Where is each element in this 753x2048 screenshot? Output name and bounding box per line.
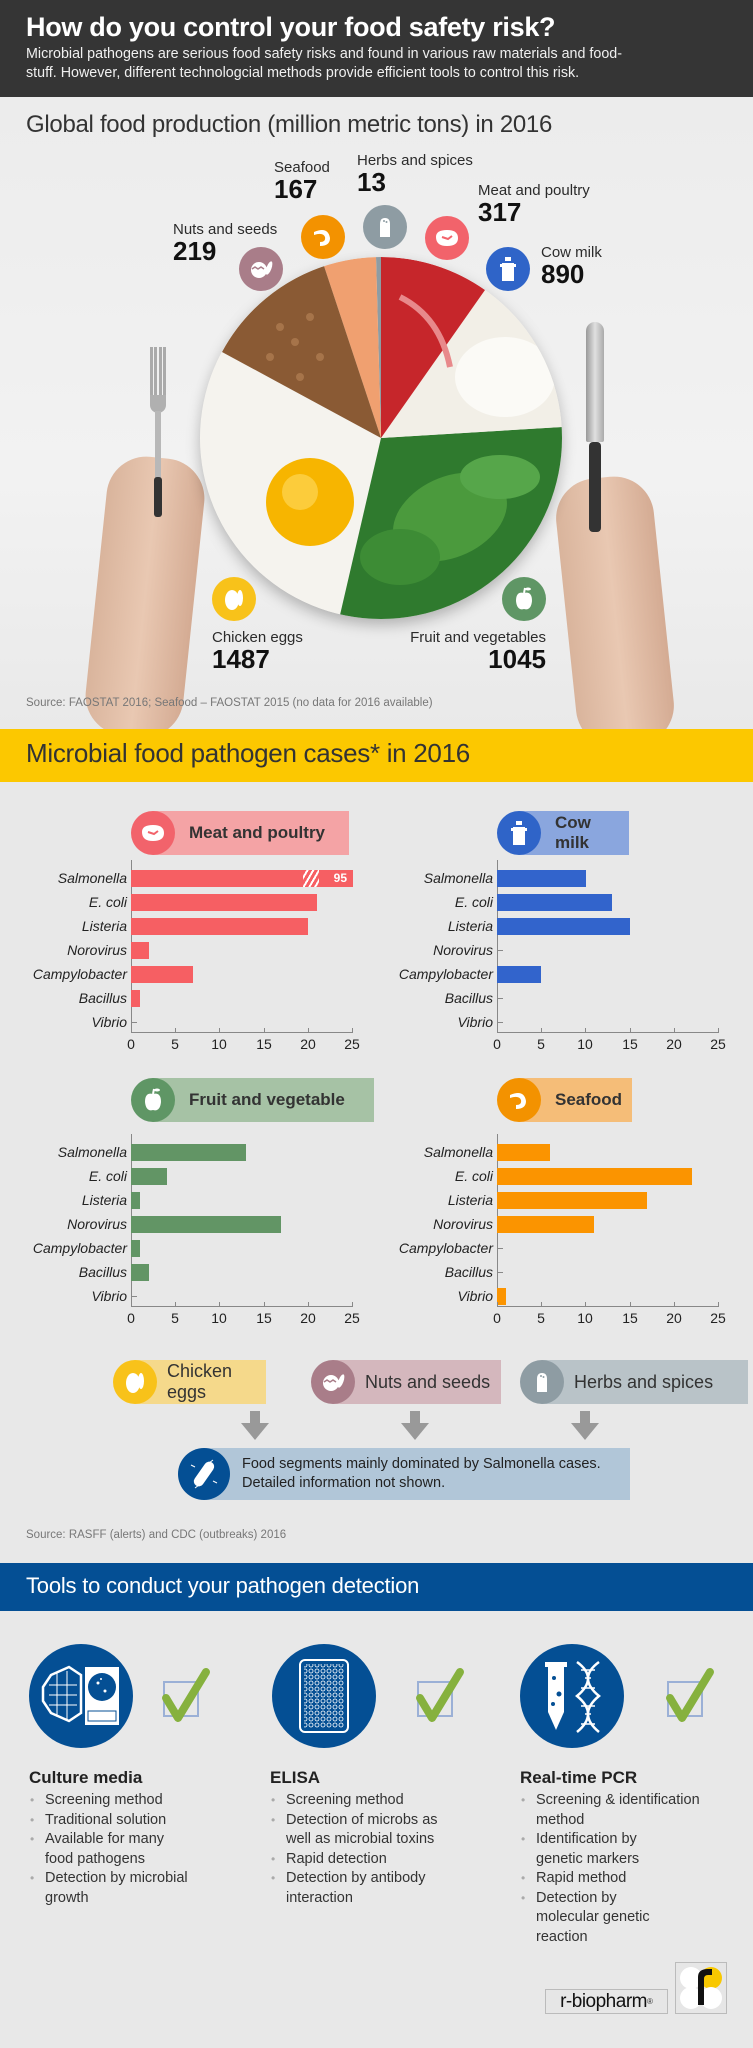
milk-value: 890 xyxy=(541,259,585,289)
checkmark-icon xyxy=(666,1668,714,1722)
dna-tube-icon xyxy=(520,1644,624,1748)
bar-ecoli xyxy=(497,1167,692,1185)
milk-label: Cow milk xyxy=(541,244,602,261)
header: How do you control your food safety risk… xyxy=(0,0,753,97)
food-plate-pie xyxy=(200,257,562,619)
chart-chip-meat: Meat and poultry xyxy=(131,811,349,855)
petri-dish-icon xyxy=(29,1644,133,1748)
pathogen-source: Source: RASFF (alerts) and CDC (outbreak… xyxy=(26,1529,287,1541)
veg-value: 1045 xyxy=(488,644,546,674)
apple-icon xyxy=(502,577,546,621)
milk-can-icon xyxy=(486,247,530,291)
nut-icon xyxy=(239,247,283,291)
bar-listeria xyxy=(131,1191,140,1209)
tools-title: Tools to conduct your pathogen detection xyxy=(26,1573,420,1598)
bacteria-icon xyxy=(178,1448,230,1500)
bar-salmonella: 95 xyxy=(131,869,353,887)
meat-value: 317 xyxy=(478,197,522,227)
herbs-value: 13 xyxy=(357,167,386,197)
salt-shaker-icon xyxy=(363,205,407,249)
salmonella-note: Food segments mainly dominated by Salmon… xyxy=(178,1448,630,1500)
eggs-value: 1487 xyxy=(212,644,270,674)
bar-campylobacter xyxy=(497,965,541,983)
egg-icon xyxy=(212,577,256,621)
bar-bacillus xyxy=(131,989,140,1007)
chart-chip-veg: Fruit and vegetable xyxy=(131,1078,374,1122)
note-text-1: Food segments mainly dominated by Salmon… xyxy=(242,1456,601,1472)
left-hand xyxy=(81,452,209,729)
bar-campylobacter xyxy=(131,965,193,983)
seafood-label: Seafood xyxy=(274,159,330,176)
page-subtitle: Microbial pathogens are serious food saf… xyxy=(26,46,623,81)
chart-title-meat: Meat and poultry xyxy=(153,811,349,855)
eggs-label: Chicken eggs xyxy=(212,629,303,646)
milk-can-icon xyxy=(497,811,541,855)
right-hand xyxy=(552,472,678,729)
checkmark-icon xyxy=(416,1668,464,1722)
chart-chip-milk: Cow milk xyxy=(497,811,629,855)
steak-icon xyxy=(425,216,469,260)
tool-name: ELISA xyxy=(270,1768,321,1787)
production-source: Source: FAOSTAT 2016; Seafood – FAOSTAT … xyxy=(26,697,433,709)
segment-chip-nuts: Nuts and seeds xyxy=(311,1360,501,1404)
note-text-2: Detailed information not shown. xyxy=(242,1475,446,1491)
bar-vibrio xyxy=(497,1287,506,1305)
chart-title-seafood: Seafood xyxy=(519,1078,632,1122)
nuts-value: 219 xyxy=(173,236,217,266)
nut-icon xyxy=(311,1360,355,1404)
pathogen-title: Microbial food pathogen cases* in 2016 xyxy=(26,738,470,768)
brand-name: r-biopharm xyxy=(560,1990,647,2012)
arrow-down-icon xyxy=(571,1411,599,1440)
segment-chip-herbs: Herbs and spices xyxy=(520,1360,748,1404)
bar-campylobacter xyxy=(131,1239,140,1257)
shrimp-icon xyxy=(301,215,345,259)
checkmark-icon xyxy=(162,1668,210,1722)
bar-salmonella xyxy=(131,1143,246,1161)
tools-section-header: Tools to conduct your pathogen detection xyxy=(0,1563,753,1611)
arrow-down-icon xyxy=(401,1411,429,1440)
production-title: Global food production (million metric t… xyxy=(26,111,553,138)
tool-name: Culture media xyxy=(29,1768,143,1787)
chart-chip-seafood: Seafood xyxy=(497,1078,632,1122)
herbs-label: Herbs and spices xyxy=(357,152,473,169)
tool-name: Real-time PCR xyxy=(520,1768,638,1787)
bar-salmonella xyxy=(497,869,586,887)
brand-logo: r-biopharm ® xyxy=(545,1989,668,2014)
tool-elisa: ELISA Screening method Detection of micr… xyxy=(270,1768,480,1908)
bar-norovirus xyxy=(497,1215,594,1233)
bar-salmonella xyxy=(497,1143,550,1161)
brand-mark-icon xyxy=(675,1962,727,2014)
shrimp-icon xyxy=(497,1078,541,1122)
seafood-value: 167 xyxy=(274,174,318,204)
page-title: How do you control your food safety risk… xyxy=(26,12,556,42)
bar-norovirus xyxy=(131,1215,281,1233)
steak-icon xyxy=(131,811,175,855)
bar-ecoli xyxy=(131,893,317,911)
veg-label: Fruit and vegetables xyxy=(410,629,546,646)
bar-ecoli xyxy=(131,1167,167,1185)
tool-pcr: Real-time PCR Screening & identification… xyxy=(520,1768,730,1947)
bar-listeria xyxy=(497,917,630,935)
arrow-down-icon xyxy=(241,1411,269,1440)
microplate-icon xyxy=(272,1644,376,1748)
fork-icon xyxy=(150,347,166,517)
apple-icon xyxy=(131,1078,175,1122)
pathogen-section-header: Microbial food pathogen cases* in 2016 xyxy=(0,729,753,782)
bar-listeria xyxy=(131,917,308,935)
egg-icon xyxy=(113,1360,157,1404)
segment-chip-eggs: Chicken eggs xyxy=(113,1360,266,1404)
break-value-label: 95 xyxy=(333,870,347,885)
knife-icon xyxy=(586,322,604,532)
bar-ecoli xyxy=(497,893,612,911)
nuts-label: Nuts and seeds xyxy=(173,221,278,238)
salt-shaker-icon xyxy=(520,1360,564,1404)
chart-title-veg: Fruit and vegetable xyxy=(153,1078,374,1122)
meat-label: Meat and poultry xyxy=(478,182,590,199)
bar-norovirus xyxy=(131,941,149,959)
bar-bacillus xyxy=(131,1263,149,1281)
production-section: Global food production (million metric t… xyxy=(0,97,753,729)
tool-culture-media: Culture media Screening method Tradition… xyxy=(29,1768,239,1908)
bar-listeria xyxy=(497,1191,647,1209)
